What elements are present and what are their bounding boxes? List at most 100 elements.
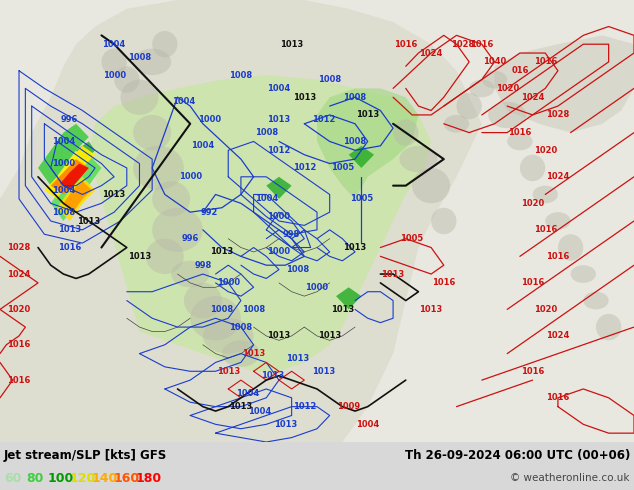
Text: 1012: 1012 — [312, 115, 335, 124]
Text: 998: 998 — [194, 261, 212, 270]
Text: 1004: 1004 — [191, 141, 214, 150]
Text: 1005: 1005 — [350, 195, 373, 203]
Text: 996: 996 — [61, 115, 79, 124]
Ellipse shape — [431, 208, 456, 234]
Text: 1024: 1024 — [547, 331, 569, 341]
Text: 1013: 1013 — [242, 349, 265, 358]
Ellipse shape — [558, 234, 583, 261]
Text: 1013: 1013 — [77, 217, 100, 225]
Text: 1004: 1004 — [103, 40, 126, 49]
Text: 1024: 1024 — [420, 49, 443, 57]
Text: 1008: 1008 — [344, 137, 366, 146]
Text: 1013: 1013 — [217, 367, 240, 376]
Text: 1016: 1016 — [534, 57, 557, 66]
Text: 60: 60 — [4, 471, 22, 485]
Polygon shape — [266, 177, 292, 199]
Ellipse shape — [184, 283, 222, 318]
Text: 1013: 1013 — [293, 93, 316, 102]
Text: 1004: 1004 — [172, 97, 195, 106]
Text: 1004: 1004 — [255, 195, 278, 203]
Ellipse shape — [533, 186, 558, 203]
Text: 1013: 1013 — [356, 110, 379, 120]
Ellipse shape — [133, 115, 171, 150]
Text: 1013: 1013 — [420, 305, 443, 314]
Text: 1008: 1008 — [210, 305, 233, 314]
Ellipse shape — [190, 296, 241, 341]
Text: 1008: 1008 — [242, 305, 265, 314]
Text: 1008: 1008 — [255, 128, 278, 137]
Text: 1009: 1009 — [337, 402, 360, 411]
Polygon shape — [63, 181, 92, 212]
Text: 160: 160 — [114, 471, 140, 485]
Text: 1000: 1000 — [268, 247, 290, 256]
Ellipse shape — [469, 79, 495, 97]
Text: 1008: 1008 — [318, 75, 341, 84]
Text: 1008: 1008 — [52, 208, 75, 217]
Polygon shape — [76, 142, 95, 164]
Text: 1020: 1020 — [534, 305, 557, 314]
Text: 1016: 1016 — [8, 340, 30, 349]
Text: 1012: 1012 — [268, 146, 290, 155]
Ellipse shape — [393, 120, 418, 146]
Text: 1008: 1008 — [128, 53, 151, 62]
Ellipse shape — [133, 49, 171, 75]
Ellipse shape — [482, 71, 507, 88]
Text: 1016: 1016 — [534, 225, 557, 234]
Text: 1016: 1016 — [394, 40, 417, 49]
Text: 1013: 1013 — [230, 402, 252, 411]
Text: 1028: 1028 — [8, 243, 30, 252]
Text: 1013: 1013 — [344, 243, 366, 252]
Text: 140: 140 — [92, 471, 119, 485]
Text: 1024: 1024 — [521, 93, 544, 102]
Text: 1016: 1016 — [8, 376, 30, 385]
Text: 1013: 1013 — [382, 270, 404, 278]
Text: 1004: 1004 — [236, 389, 259, 398]
Text: 100: 100 — [48, 471, 74, 485]
Text: 1013: 1013 — [318, 331, 341, 341]
Polygon shape — [349, 146, 374, 168]
Text: 1000: 1000 — [52, 159, 75, 168]
Text: 1000: 1000 — [179, 172, 202, 181]
Polygon shape — [0, 0, 482, 442]
Ellipse shape — [152, 31, 178, 57]
Polygon shape — [495, 35, 634, 133]
Text: 1013: 1013 — [103, 190, 126, 199]
Text: 016: 016 — [511, 66, 529, 75]
Ellipse shape — [399, 146, 437, 172]
Text: 1000: 1000 — [268, 212, 290, 221]
Text: 1004: 1004 — [356, 420, 379, 429]
Text: 1013: 1013 — [268, 331, 290, 341]
Polygon shape — [44, 146, 95, 199]
Ellipse shape — [545, 212, 571, 230]
Ellipse shape — [146, 239, 184, 274]
Text: 1016: 1016 — [547, 393, 569, 402]
Polygon shape — [51, 159, 89, 195]
Text: 1008: 1008 — [344, 93, 366, 102]
Text: 1020: 1020 — [534, 146, 557, 155]
Text: 1004: 1004 — [249, 407, 271, 416]
Text: 1024: 1024 — [547, 172, 569, 181]
Ellipse shape — [596, 314, 621, 341]
Ellipse shape — [571, 265, 596, 283]
Text: 180: 180 — [136, 471, 162, 485]
Ellipse shape — [133, 146, 184, 190]
Text: 1013: 1013 — [331, 305, 354, 314]
Text: 1000: 1000 — [217, 278, 240, 287]
Text: 1013: 1013 — [312, 367, 335, 376]
Text: 1013: 1013 — [268, 115, 290, 124]
Text: 1000: 1000 — [103, 71, 126, 80]
Text: 1013: 1013 — [274, 420, 297, 429]
Text: 1013: 1013 — [261, 371, 284, 380]
Text: 998: 998 — [283, 230, 301, 239]
Text: 80: 80 — [26, 471, 43, 485]
Ellipse shape — [520, 155, 545, 181]
Polygon shape — [89, 75, 431, 371]
Ellipse shape — [152, 208, 203, 252]
Text: 1016: 1016 — [547, 252, 569, 261]
Ellipse shape — [120, 79, 158, 115]
Text: 1000: 1000 — [306, 283, 328, 292]
Text: 1013: 1013 — [280, 40, 303, 49]
Text: 1000: 1000 — [198, 115, 221, 124]
Ellipse shape — [152, 181, 190, 217]
Text: 1008: 1008 — [230, 71, 252, 80]
